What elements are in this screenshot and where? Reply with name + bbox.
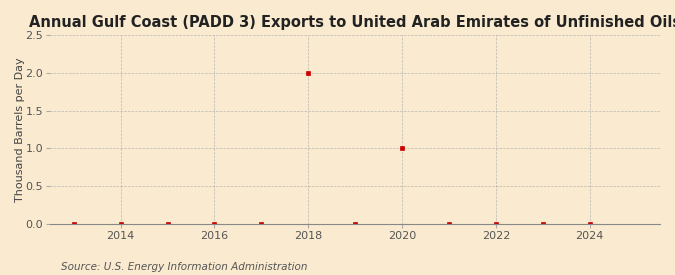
Text: Source: U.S. Energy Information Administration: Source: U.S. Energy Information Administ… [61,262,307,272]
Title: Annual Gulf Coast (PADD 3) Exports to United Arab Emirates of Unfinished Oils: Annual Gulf Coast (PADD 3) Exports to Un… [29,15,675,30]
Y-axis label: Thousand Barrels per Day: Thousand Barrels per Day [15,57,25,202]
